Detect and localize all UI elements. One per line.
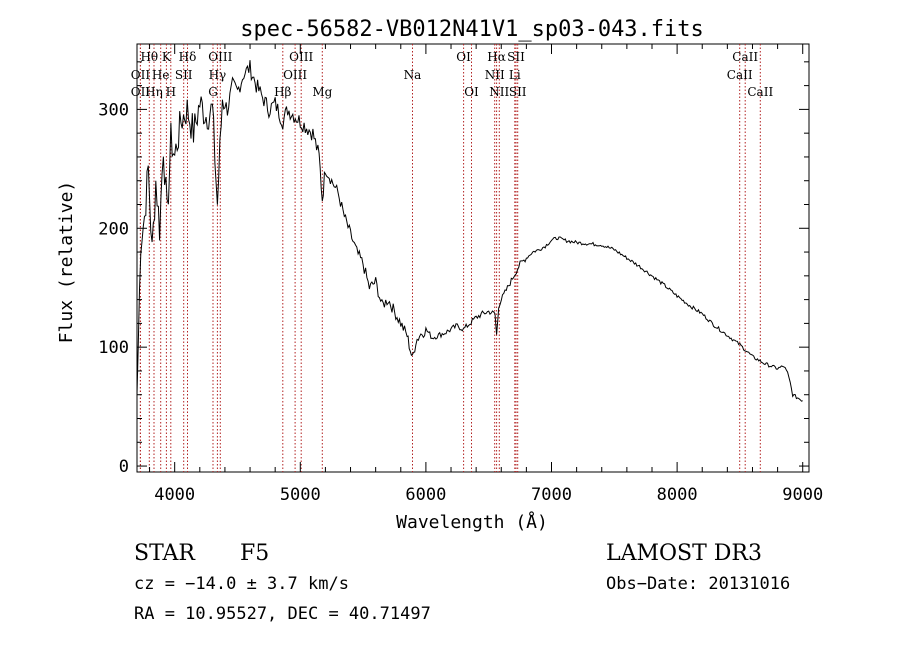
- line-label: CaII: [727, 68, 753, 82]
- line-label: OII: [131, 85, 151, 99]
- subclass-label: F5: [240, 541, 269, 566]
- line-label: H: [166, 85, 176, 99]
- line-label: SII: [175, 68, 193, 82]
- line-label: OIII: [283, 68, 307, 82]
- line-label: NII: [489, 85, 509, 99]
- x-tick-label: 4000: [154, 485, 195, 505]
- y-tick-label: 300: [98, 100, 129, 120]
- line-label: OIII: [208, 50, 232, 64]
- x-tick-label: 9000: [782, 485, 823, 505]
- line-label: CaII: [732, 50, 758, 64]
- y-tick-label: 200: [98, 219, 129, 239]
- survey-label: LAMOST DR3: [606, 541, 762, 566]
- line-label: Hα: [487, 50, 506, 64]
- plot-frame: [136, 43, 810, 473]
- x-tick-label: 6000: [405, 485, 446, 505]
- line-label: OI: [456, 50, 471, 64]
- line-label: He: [152, 68, 170, 82]
- line-label: Hη: [145, 85, 163, 99]
- y-axis-label: Flux (relative): [56, 181, 77, 344]
- line-label: Hθ: [140, 50, 158, 64]
- velocity-label: cz = −14.0 ± 3.7 km/s: [134, 574, 349, 594]
- line-label: Li: [509, 68, 521, 82]
- line-label: NII: [485, 68, 505, 82]
- y-axis-ticks: [137, 61, 809, 467]
- flux-series-line: [136, 60, 803, 402]
- object-class-label: STAR: [134, 541, 196, 566]
- x-axis-tick-labels: 4000 5000 6000 7000 8000 9000: [154, 485, 823, 505]
- obs-date-label: Obs−Date: 20131016: [606, 574, 790, 594]
- y-axis-tick-labels: 0 100 200 300: [98, 100, 129, 477]
- x-tick-label: 7000: [531, 485, 572, 505]
- line-label: SII: [509, 85, 527, 99]
- line-label: Hβ: [274, 85, 291, 99]
- line-label: CaII: [747, 85, 773, 99]
- line-label: K: [162, 50, 172, 64]
- line-label: Hδ: [179, 50, 197, 64]
- x-axis-ticks: [149, 44, 804, 472]
- y-tick-label: 100: [98, 338, 129, 358]
- x-axis-label: Wavelength (Å): [396, 511, 548, 533]
- x-tick-label: 8000: [657, 485, 698, 505]
- coordinates-label: RA = 10.95527, DEC = 40.71497: [134, 604, 431, 624]
- line-label: OIII: [289, 50, 313, 64]
- line-label: OII: [131, 68, 151, 82]
- y-tick-label: 0: [119, 457, 129, 477]
- line-label: Mg: [312, 85, 332, 99]
- chart-title: spec-56582-VB012N41V1_sp03-043.fits: [240, 17, 704, 42]
- line-label: G: [208, 85, 218, 99]
- spectral-line-markers: [139, 44, 761, 472]
- line-label: Na: [404, 68, 422, 82]
- line-label: Hγ: [209, 68, 227, 82]
- line-label: SII: [507, 50, 525, 64]
- x-tick-label: 5000: [280, 485, 321, 505]
- line-label: OI: [464, 85, 479, 99]
